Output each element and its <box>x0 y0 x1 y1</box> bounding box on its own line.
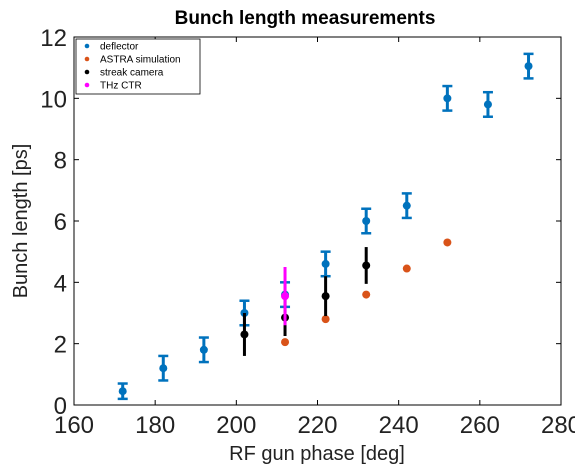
x-tick-label: 160 <box>54 412 94 439</box>
legend: deflector ASTRA simulation streak camera TH… <box>75 38 201 95</box>
streak-camera-point <box>362 261 371 270</box>
legend-marker-thz-ctr <box>84 82 90 88</box>
deflector-point <box>402 201 411 210</box>
deflector-point <box>321 259 330 268</box>
y-tick-label: 8 <box>54 148 67 175</box>
y-tick-label: 10 <box>40 86 67 113</box>
deflector-point <box>443 94 452 103</box>
legend-marker-streak-camera <box>84 69 90 75</box>
x-tick-label: 180 <box>135 412 175 439</box>
y-tick-label: 0 <box>54 393 67 420</box>
deflector-point <box>524 62 533 71</box>
x-tick-label: 200 <box>216 412 256 439</box>
legend-label-astra-simulation: ASTRA simulation <box>100 55 181 66</box>
x-tick-label: 240 <box>379 412 419 439</box>
y-tick-label: 4 <box>54 270 67 297</box>
y-axis-label: Bunch length [ps] <box>10 144 32 299</box>
y-tick-label: 12 <box>40 25 67 52</box>
streak-camera-point <box>240 330 249 339</box>
y-tick-label: 6 <box>54 209 67 236</box>
legend-marker-deflector <box>84 43 90 49</box>
axis-ticks: 160 180 200 220 240 260 280 0 2 4 6 8 10 12 <box>40 25 575 439</box>
streak-camera-point <box>321 292 330 301</box>
x-tick-label: 260 <box>460 412 500 439</box>
legend-label-deflector: deflector <box>100 42 139 53</box>
x-tick-label: 220 <box>297 412 337 439</box>
chart-title: Bunch length measurements <box>175 8 436 29</box>
data-marks <box>117 52 534 401</box>
deflector-point <box>483 100 492 109</box>
y-tick-label: 2 <box>54 332 67 359</box>
astra-simulation-point <box>443 238 452 247</box>
thz-ctr-point <box>281 292 290 301</box>
astra-simulation-point <box>362 290 371 299</box>
legend-label-streak-camera: streak camera <box>100 68 164 79</box>
astra-simulation-point <box>281 338 290 347</box>
x-axis-label: RF gun phase [deg] <box>229 443 405 465</box>
deflector-point <box>159 364 168 373</box>
deflector-point <box>118 387 127 396</box>
x-tick-label: 280 <box>541 412 575 439</box>
plot-area <box>73 36 562 406</box>
legend-label-thz-ctr: THz CTR <box>100 81 142 92</box>
astra-simulation-point <box>402 264 411 273</box>
astra-simulation-point <box>321 315 330 324</box>
legend-marker-astra-simulation <box>84 56 90 62</box>
deflector-point <box>199 345 208 354</box>
deflector-point <box>362 217 371 225</box>
legend-box <box>75 38 201 95</box>
